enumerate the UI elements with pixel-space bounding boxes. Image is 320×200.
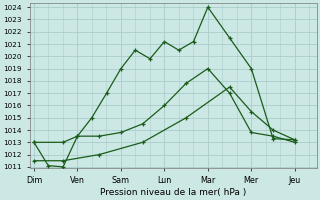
X-axis label: Pression niveau de la mer( hPa ): Pression niveau de la mer( hPa ): [100, 188, 246, 197]
